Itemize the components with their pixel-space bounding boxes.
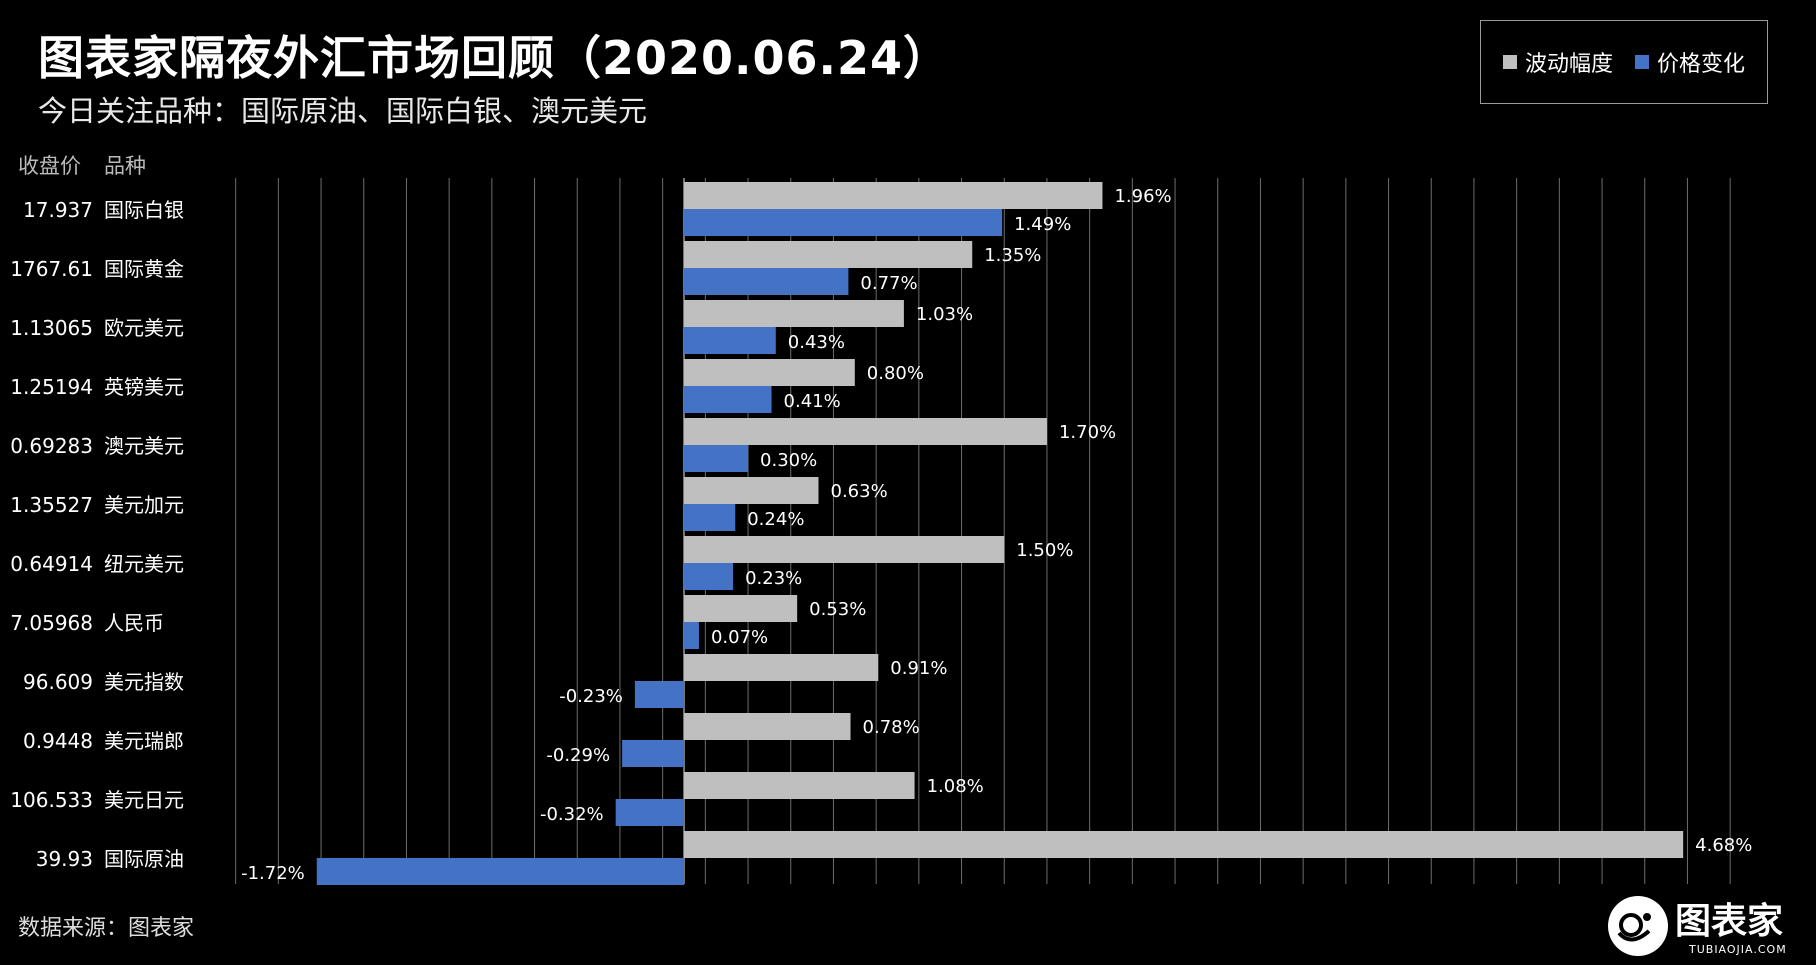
category-label: 英镑美元 bbox=[104, 375, 184, 399]
category-label: 欧元美元 bbox=[104, 316, 184, 340]
bar-volatility bbox=[684, 241, 973, 268]
closing-price-label: 1.13065 bbox=[10, 316, 93, 340]
bar-price-change bbox=[684, 622, 699, 649]
bar-price-change bbox=[684, 445, 749, 472]
bar-price-change bbox=[684, 504, 736, 531]
data-label-price-change: -0.23% bbox=[559, 686, 623, 707]
legend: 波动幅度 价格变化 bbox=[1480, 20, 1768, 104]
closing-price-label: 0.64914 bbox=[10, 552, 93, 576]
data-label-price-change: -1.72% bbox=[241, 863, 305, 884]
closing-price-label: 1.25194 bbox=[10, 375, 93, 399]
legend-label-price-change: 价格变化 bbox=[1657, 52, 1746, 77]
closing-price-label: 7.05968 bbox=[10, 611, 93, 635]
bar-volatility bbox=[684, 477, 819, 504]
data-label-price-change: 0.41% bbox=[784, 391, 841, 412]
data-label-volatility: 0.53% bbox=[809, 599, 866, 620]
logo-text: 图表家 bbox=[1675, 901, 1783, 942]
bar-price-change bbox=[316, 858, 684, 885]
data-label-price-change: -0.29% bbox=[546, 745, 610, 766]
closing-price-label: 96.609 bbox=[23, 670, 93, 694]
data-label-price-change: 0.24% bbox=[747, 509, 804, 530]
bar-price-change bbox=[684, 386, 772, 413]
category-label: 纽元美元 bbox=[104, 552, 184, 576]
bar-volatility bbox=[684, 831, 1684, 858]
column-header-name: 品种 bbox=[104, 154, 146, 178]
category-label: 国际黄金 bbox=[104, 257, 184, 281]
data-label-price-change: 1.49% bbox=[1014, 214, 1071, 235]
closing-price-label: 106.533 bbox=[10, 788, 93, 812]
bar-volatility bbox=[684, 418, 1047, 445]
chart-title: 图表家隔夜外汇市场回顾（2020.06.24） bbox=[38, 31, 951, 85]
legend-item-volatility: 波动幅度 bbox=[1502, 46, 1613, 78]
data-label-volatility: 1.96% bbox=[1114, 186, 1171, 207]
data-label-volatility: 1.70% bbox=[1059, 422, 1116, 443]
closing-price-label: 17.937 bbox=[23, 198, 93, 222]
logo-subtext: TUBIAOJIA.COM bbox=[1688, 943, 1787, 956]
bar-price-change bbox=[684, 327, 776, 354]
column-header-price: 收盘价 bbox=[18, 154, 81, 178]
closing-price-label: 0.69283 bbox=[10, 434, 93, 458]
category-label: 国际原油 bbox=[104, 847, 184, 871]
data-label-price-change: -0.32% bbox=[540, 804, 604, 825]
closing-price-label: 1.35527 bbox=[10, 493, 93, 517]
category-label: 澳元美元 bbox=[104, 434, 184, 458]
bar-volatility bbox=[684, 772, 915, 799]
bar-price-change bbox=[684, 268, 849, 295]
category-label: 人民币 bbox=[104, 611, 164, 635]
data-label-volatility: 0.91% bbox=[890, 658, 947, 679]
data-label-volatility: 1.08% bbox=[927, 776, 984, 797]
data-label-volatility: 0.80% bbox=[867, 363, 924, 384]
data-label-volatility: 1.50% bbox=[1016, 540, 1073, 561]
data-label-volatility: 1.03% bbox=[916, 304, 973, 325]
bar-price-change bbox=[684, 563, 734, 590]
data-label-volatility: 1.35% bbox=[984, 245, 1041, 266]
bar-price-change bbox=[634, 681, 684, 708]
data-label-price-change: 0.43% bbox=[788, 332, 845, 353]
data-label-price-change: 0.07% bbox=[711, 627, 768, 648]
closing-price-label: 1767.61 bbox=[10, 257, 93, 281]
category-label: 国际白银 bbox=[104, 198, 184, 222]
legend-swatch-price-change bbox=[1635, 55, 1649, 69]
bar-volatility bbox=[684, 182, 1103, 209]
bar-volatility bbox=[684, 713, 851, 740]
chart-subtitle: 今日关注品种：国际原油、国际白银、澳元美元 bbox=[38, 94, 648, 128]
closing-price-label: 0.9448 bbox=[23, 729, 93, 753]
data-label-volatility: 0.78% bbox=[863, 717, 920, 738]
data-label-price-change: 0.30% bbox=[760, 450, 817, 471]
bar-price-change bbox=[684, 209, 1003, 236]
bar-volatility bbox=[684, 654, 879, 681]
data-source: 数据来源：图表家 bbox=[18, 916, 195, 941]
data-label-volatility: 0.63% bbox=[831, 481, 888, 502]
category-label: 美元加元 bbox=[104, 493, 184, 517]
bar-volatility bbox=[684, 595, 798, 622]
bar-volatility bbox=[684, 536, 1005, 563]
brand-logo: 图表家 TUBIAOJIA.COM bbox=[1608, 896, 1787, 956]
bar-volatility bbox=[684, 300, 904, 327]
legend-swatch-volatility bbox=[1502, 55, 1517, 69]
data-label-price-change: 0.77% bbox=[860, 273, 917, 294]
closing-price-label: 39.93 bbox=[36, 847, 93, 871]
data-label-volatility: 4.68% bbox=[1695, 835, 1752, 856]
bar-price-change bbox=[615, 799, 684, 826]
category-label: 美元指数 bbox=[104, 670, 184, 694]
category-label: 美元日元 bbox=[104, 788, 184, 812]
category-label: 美元瑞郎 bbox=[104, 729, 184, 753]
bar-price-change bbox=[622, 740, 684, 767]
legend-item-price-change: 价格变化 bbox=[1635, 46, 1745, 78]
data-label-price-change: 0.23% bbox=[745, 568, 802, 589]
legend-label-volatility: 波动幅度 bbox=[1524, 52, 1613, 77]
bar-volatility bbox=[684, 359, 855, 386]
